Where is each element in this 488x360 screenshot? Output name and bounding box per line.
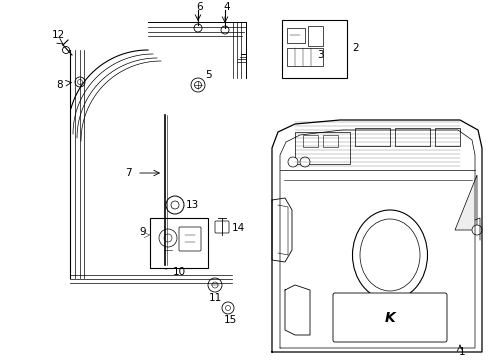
Circle shape (191, 78, 204, 92)
Circle shape (159, 229, 177, 247)
FancyBboxPatch shape (179, 227, 201, 251)
Text: 5: 5 (204, 70, 211, 80)
FancyBboxPatch shape (332, 293, 446, 342)
Text: K: K (384, 311, 395, 325)
Text: 3: 3 (316, 50, 323, 60)
Text: 4: 4 (223, 2, 230, 12)
Circle shape (221, 26, 228, 34)
Text: 15: 15 (223, 315, 236, 325)
Circle shape (171, 201, 179, 209)
Bar (286, 48, 323, 66)
Circle shape (194, 81, 201, 89)
Bar (394, 128, 429, 146)
Text: 13: 13 (185, 200, 198, 210)
Circle shape (77, 80, 82, 85)
Ellipse shape (359, 219, 419, 291)
Text: 10: 10 (172, 267, 185, 277)
Circle shape (75, 77, 85, 87)
Bar (282, 20, 346, 78)
Circle shape (287, 157, 297, 167)
Text: 12: 12 (51, 30, 64, 40)
FancyBboxPatch shape (215, 221, 228, 233)
Circle shape (222, 302, 234, 314)
Circle shape (207, 278, 222, 292)
Circle shape (165, 196, 183, 214)
Ellipse shape (352, 210, 427, 300)
Circle shape (471, 225, 481, 235)
Text: 9: 9 (140, 227, 146, 237)
Text: 7: 7 (124, 168, 131, 178)
Bar (434, 128, 459, 146)
Polygon shape (454, 175, 476, 230)
Circle shape (62, 46, 69, 54)
Circle shape (225, 306, 230, 310)
Circle shape (163, 234, 172, 242)
Bar (150, 218, 207, 268)
Circle shape (194, 24, 202, 32)
Text: 6: 6 (196, 2, 203, 12)
Bar (294, 132, 349, 164)
Bar (286, 28, 305, 43)
Text: 2: 2 (352, 43, 359, 53)
Text: 14: 14 (231, 223, 244, 233)
Bar (323, 135, 337, 147)
Text: 1: 1 (458, 347, 465, 357)
Text: 11: 11 (208, 293, 221, 303)
Circle shape (299, 157, 309, 167)
Bar (354, 128, 389, 146)
Circle shape (162, 261, 170, 269)
Circle shape (212, 282, 218, 288)
Bar (303, 135, 317, 147)
Text: 8: 8 (57, 80, 63, 90)
Bar (307, 26, 323, 46)
